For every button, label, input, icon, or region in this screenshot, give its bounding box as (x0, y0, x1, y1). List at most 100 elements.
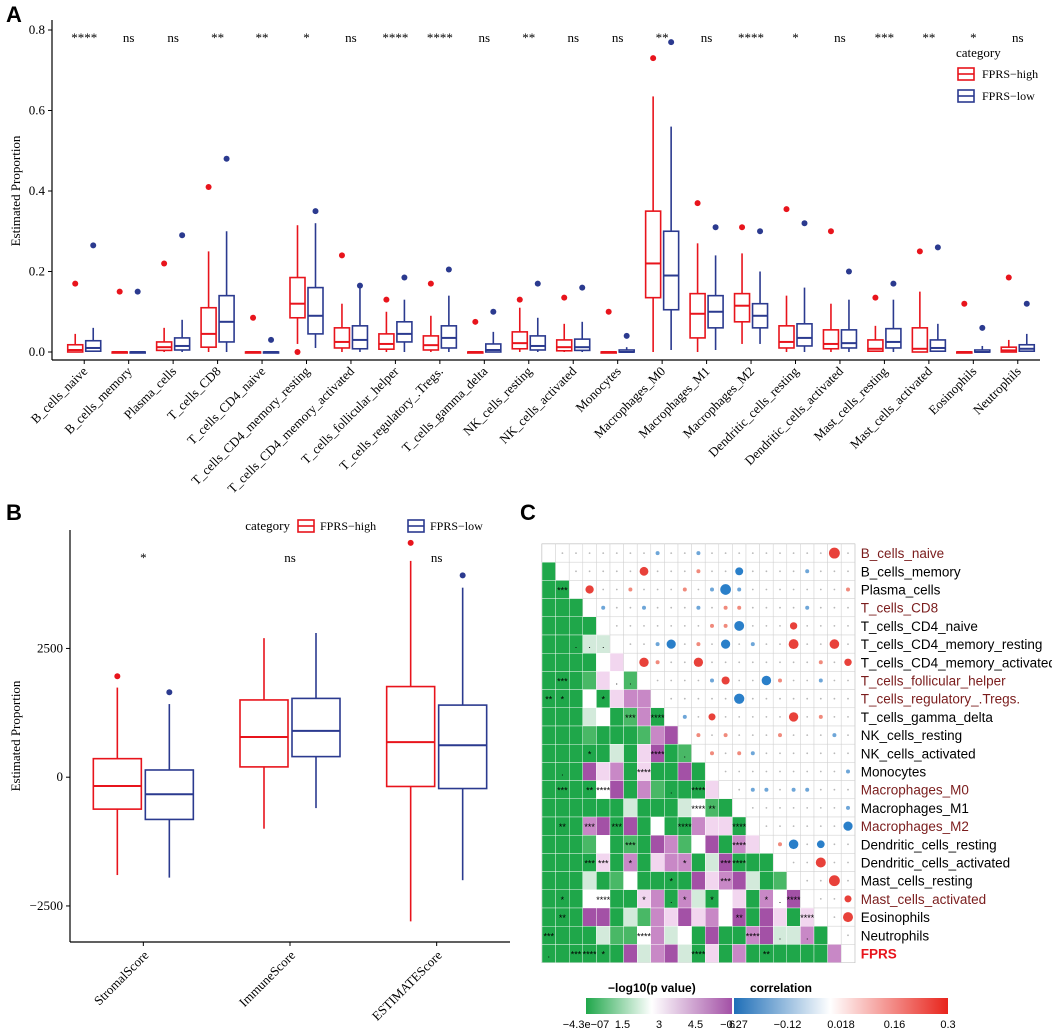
correlation-dot (779, 825, 781, 827)
heatmap-cell-pvalue (569, 743, 584, 763)
heatmap-cell-pvalue (623, 907, 638, 927)
heatmap-cell-pvalue (732, 889, 747, 909)
correlation-dot (765, 643, 768, 645)
box-high (422, 280, 440, 352)
correlation-dot (765, 570, 768, 573)
box-high (467, 318, 484, 354)
correlation-dot (615, 625, 618, 627)
heatmap-row-label: B_cells_naive (861, 546, 944, 561)
heatmap-cell-pvalue (582, 871, 597, 891)
correlation-dot (682, 587, 687, 592)
correlation-dot (655, 660, 660, 665)
outlier-point (623, 332, 630, 339)
box-iqr (307, 286, 324, 335)
significance-mark: **** (732, 859, 747, 869)
significance-mark: **** (678, 822, 693, 832)
correlation-dot (844, 658, 852, 667)
correlation-dot (693, 657, 704, 667)
correlation-dot (818, 714, 823, 719)
heatmap-row-label: Macrophages_M2 (861, 819, 969, 834)
heatmap-cell-pvalue (650, 853, 665, 872)
outlier-point (445, 266, 452, 273)
heatmap-cell-pvalue (636, 835, 651, 854)
outlier-point (934, 244, 941, 251)
correlation-dot (751, 716, 754, 718)
heatmap-cell-pvalue (745, 907, 760, 927)
correlation-dot (779, 752, 781, 755)
correlation-dot (670, 588, 673, 591)
correlation-dot (819, 879, 822, 882)
y-tick-label: 0 (57, 769, 64, 784)
correlation-dot (847, 734, 849, 736)
outlier-point (827, 228, 834, 235)
heatmap-cell-pvalue (609, 762, 624, 781)
heatmap-cell-pvalue (677, 944, 692, 963)
heatmap-cell-pvalue (555, 853, 570, 872)
corr-legend-title: correlation (750, 981, 812, 995)
correlation-dot (724, 770, 727, 773)
heatmap-cell-pvalue (596, 652, 611, 672)
correlation-dot (765, 661, 768, 664)
significance-mark: *** (584, 822, 595, 832)
significance-mark: **** (596, 786, 611, 796)
heatmap-cell-pvalue (596, 816, 611, 836)
heatmap-cell-pvalue (636, 871, 651, 891)
outlier-point (534, 280, 541, 287)
correlation-dot (710, 587, 714, 592)
outlier-point (72, 280, 79, 287)
legend-label: FPRS−low (430, 519, 483, 533)
heatmap-cell-pvalue (677, 762, 692, 781)
box-high (911, 248, 929, 353)
correlation-dot (723, 623, 728, 628)
heatmap-cell-pvalue (569, 835, 584, 854)
heatmap-cell-pvalue (636, 743, 651, 763)
outlier-point (490, 308, 497, 315)
correlation-dot (819, 697, 822, 700)
correlation-dot (629, 643, 632, 645)
corr-tick-label: 0.018 (827, 1019, 855, 1031)
correlation-dot (847, 716, 849, 718)
correlation-dot (735, 567, 744, 576)
outlier-point (516, 296, 523, 303)
heatmap-cell-pvalue (691, 835, 706, 854)
correlation-dot (846, 769, 850, 774)
heatmap-cell-pvalue (555, 835, 570, 854)
heatmap-cell-pvalue (664, 816, 679, 836)
outlier-point (134, 288, 141, 295)
significance-mark: **** (746, 931, 761, 941)
heatmap-cell-pvalue (555, 798, 570, 818)
heatmap-cell-pvalue (609, 780, 624, 800)
correlation-dot (819, 898, 822, 900)
heatmap-cell-pvalue (569, 671, 584, 690)
box-low (485, 308, 502, 353)
correlation-dot (847, 643, 849, 645)
correlation-dot (683, 552, 686, 554)
heatmap-cell-pvalue (541, 798, 556, 818)
heatmap-cell-pvalue (650, 926, 665, 945)
box-high (244, 314, 262, 354)
heatmap-cell-corr (691, 743, 706, 763)
significance-mark: **** (691, 950, 706, 960)
outlier-point (712, 224, 719, 231)
correlation-dot (734, 620, 745, 631)
box-high (778, 206, 795, 352)
box-low (351, 282, 369, 352)
box-iqr (422, 335, 440, 351)
legend-title: category (956, 45, 1001, 60)
heatmap-cell-pvalue (650, 816, 665, 836)
panel-b-label: B (6, 500, 22, 525)
heatmap-cell-corr (555, 561, 570, 581)
box-high (689, 200, 706, 352)
correlation-dot (602, 552, 605, 554)
correlation-dot (846, 805, 850, 810)
heatmap-cell-corr (582, 598, 597, 618)
box-high (155, 260, 173, 352)
box-iqr (511, 331, 529, 350)
heatmap-row-label: Macrophages_M0 (861, 783, 969, 798)
correlation-dot (833, 861, 836, 864)
heatmap-cell-pvalue (541, 562, 556, 581)
pvalue-tick-label: 1.5 (615, 1019, 630, 1031)
correlation-dot (765, 606, 768, 609)
significance-label: * (303, 30, 310, 45)
heatmap-cell-pvalue (732, 926, 747, 945)
